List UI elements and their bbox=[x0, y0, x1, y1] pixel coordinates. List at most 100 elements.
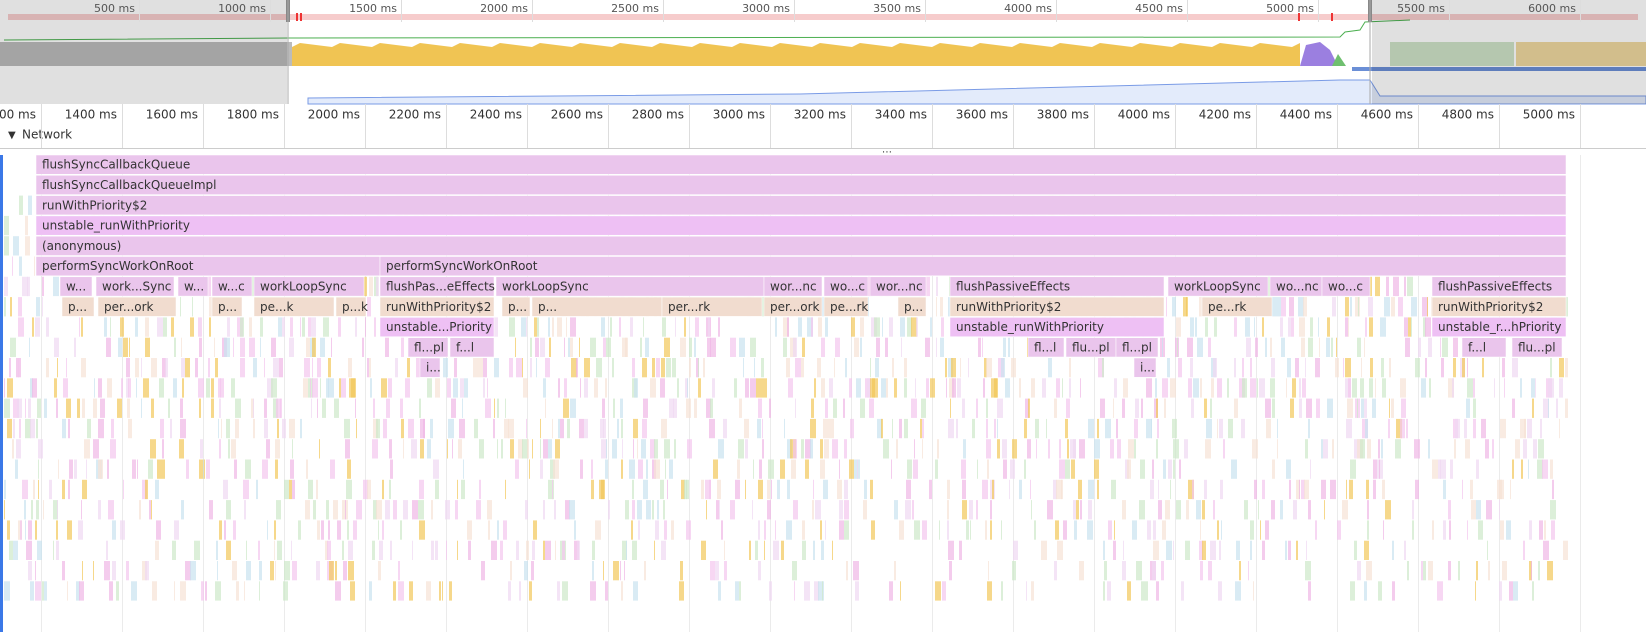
flame-stripe bbox=[319, 439, 320, 459]
flame-stripe bbox=[290, 317, 293, 337]
flame-stripe bbox=[652, 358, 655, 378]
flame-stripe bbox=[1513, 581, 1518, 601]
flame-stripe bbox=[1398, 297, 1403, 317]
flame-stripe bbox=[775, 317, 777, 337]
flame-stripe bbox=[367, 479, 371, 500]
flame-stripe bbox=[117, 398, 122, 418]
flame-stripe bbox=[801, 439, 804, 459]
flame-stripe bbox=[896, 439, 898, 459]
flame-stripe bbox=[67, 520, 72, 540]
flame-stripe bbox=[462, 398, 463, 418]
flame-stripe bbox=[744, 418, 749, 439]
flame-stripe bbox=[67, 581, 68, 601]
flame-stripe bbox=[201, 581, 204, 601]
flame-stripe bbox=[348, 561, 354, 581]
flame-stripe bbox=[948, 540, 954, 560]
flame-stripe bbox=[120, 317, 124, 337]
flame-stripe bbox=[1210, 540, 1216, 560]
flame-stripe bbox=[762, 439, 764, 459]
flame-stripe bbox=[737, 459, 740, 479]
network-arrow[interactable]: ▼ bbox=[8, 130, 16, 141]
flame-stripe bbox=[905, 500, 911, 520]
flame-block bbox=[97, 296, 177, 317]
flame-stripe bbox=[822, 297, 825, 317]
flame-stripe bbox=[157, 317, 163, 337]
flame-stripe bbox=[126, 561, 129, 581]
flame-stripe bbox=[849, 378, 852, 398]
flame-stripe bbox=[1559, 358, 1564, 378]
flame-stripe bbox=[625, 337, 627, 357]
flame-stripe bbox=[793, 337, 797, 357]
flame-stripe bbox=[788, 378, 793, 398]
flame-stripe bbox=[1134, 418, 1138, 439]
flame-stripe bbox=[54, 337, 59, 357]
network-label[interactable]: Network bbox=[22, 128, 72, 142]
flame-stripe bbox=[1389, 358, 1391, 378]
flame-stripe bbox=[818, 581, 824, 601]
flame-stripe bbox=[661, 540, 666, 560]
ruler-tick-label: 4400 ms bbox=[1280, 108, 1332, 122]
flame-stripe bbox=[718, 317, 720, 337]
flame-stripe bbox=[1455, 418, 1460, 439]
flame-stripe bbox=[373, 398, 375, 418]
flame-stripe bbox=[1482, 358, 1484, 378]
flame-stripe bbox=[970, 520, 971, 540]
flame-stripe bbox=[1381, 439, 1383, 459]
flame-stripe bbox=[1310, 459, 1311, 479]
flame-stripe bbox=[203, 459, 204, 479]
flame-stripe bbox=[1190, 358, 1193, 378]
overview-painting bbox=[1332, 54, 1346, 66]
flame-stripe bbox=[1123, 378, 1128, 398]
flame-stripe bbox=[990, 500, 992, 520]
flame-stripe bbox=[606, 439, 607, 459]
flame-stripe bbox=[1146, 378, 1152, 398]
flame-stripe bbox=[916, 317, 918, 337]
flame-stripe bbox=[1425, 317, 1431, 337]
flame-stripe bbox=[540, 459, 543, 479]
flame-stripe bbox=[152, 581, 157, 601]
flame-stripe bbox=[365, 317, 366, 337]
flame-stripe bbox=[1069, 378, 1071, 398]
flame-stripe bbox=[110, 317, 111, 337]
flame-stripe bbox=[1073, 439, 1076, 459]
flame-stripe bbox=[333, 500, 338, 520]
flame-stripe bbox=[131, 581, 137, 601]
flame-stripe bbox=[829, 378, 833, 398]
flame-stripe bbox=[1073, 500, 1076, 520]
flame-stripe bbox=[629, 459, 635, 479]
flame-stripe bbox=[24, 500, 26, 520]
flame-stripe bbox=[180, 418, 186, 439]
flame-stripe bbox=[211, 378, 214, 398]
flame-label: fl...pl bbox=[414, 340, 444, 354]
resizer[interactable]: ⋯ bbox=[882, 147, 892, 158]
flame-stripe bbox=[400, 398, 403, 418]
flame-stripe bbox=[56, 540, 59, 560]
flame-stripe bbox=[667, 479, 668, 500]
flame-stripe bbox=[1443, 520, 1446, 540]
flame-stripe bbox=[135, 358, 139, 378]
flame-stripe bbox=[345, 439, 350, 459]
flame-stripe bbox=[1385, 500, 1391, 520]
flame-stripe bbox=[1308, 337, 1313, 357]
flame-stripe bbox=[316, 479, 318, 500]
flame-stripe bbox=[844, 479, 848, 500]
flame-stripe bbox=[372, 439, 378, 459]
flame-stripe bbox=[1380, 317, 1386, 337]
flame-stripe bbox=[522, 358, 523, 378]
flame-stripe bbox=[376, 418, 380, 439]
flame-stripe bbox=[650, 439, 655, 459]
flame-stripe bbox=[570, 337, 573, 357]
flame-block bbox=[449, 337, 495, 358]
flame-block bbox=[35, 215, 1567, 236]
flame-label: p... bbox=[508, 300, 527, 314]
flame-stripe bbox=[656, 358, 660, 378]
flame-stripe bbox=[81, 500, 82, 520]
flame-stripe bbox=[1178, 358, 1182, 378]
flame-stripe bbox=[173, 378, 177, 398]
flame-block bbox=[823, 296, 869, 317]
flame-stripe bbox=[1372, 398, 1376, 418]
flame-stripe bbox=[813, 479, 814, 500]
flame-stripe bbox=[1367, 520, 1369, 540]
flame-stripe bbox=[1348, 378, 1351, 398]
